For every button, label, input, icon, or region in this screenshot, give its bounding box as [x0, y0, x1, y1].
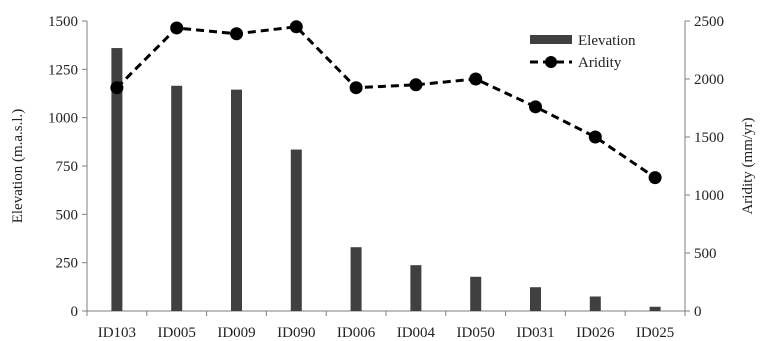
aridity-point [469, 72, 483, 86]
x-tick-label: ID050 [457, 325, 495, 341]
legend: Elevation Aridity [530, 33, 636, 71]
aridity-point [170, 21, 184, 35]
y2-tick-label: 500 [694, 246, 717, 262]
x-tick-label: ID090 [277, 325, 315, 341]
elevation-bar [290, 149, 302, 311]
legend-aridity-label: Aridity [578, 55, 622, 71]
y-tick-label: 1500 [48, 14, 78, 30]
elevation-bar [410, 265, 422, 311]
y-axis-title: Elevation (m.a.s.l.) [10, 109, 26, 224]
y2-tick-label: 2000 [694, 72, 724, 88]
legend-aridity-marker [545, 56, 557, 68]
y-tick-label: 500 [56, 207, 79, 223]
aridity-point [230, 27, 243, 41]
aridity-point [409, 78, 423, 92]
aridity-point [289, 20, 303, 34]
elevation-bars [111, 48, 661, 312]
legend-elevation-label: Elevation [578, 33, 636, 49]
y2-tick-label: 1500 [694, 130, 724, 146]
elevation-bar [470, 276, 482, 311]
y-tick-label: 250 [56, 256, 79, 272]
elevation-bar [231, 89, 242, 311]
y2-tick-label: 0 [694, 304, 702, 320]
elevation-bar [649, 306, 661, 311]
y2-tick-label: 2500 [694, 14, 724, 30]
elevation-bar [171, 85, 183, 312]
elevation-bar [111, 48, 123, 312]
y-tick-label: 1000 [48, 111, 78, 127]
aridity-point [110, 81, 124, 95]
aridity-point [349, 81, 363, 95]
aridity-point [588, 130, 602, 144]
x-tick-label: ID006 [337, 325, 376, 341]
elevation-bar [589, 296, 601, 311]
y2-axis-title: Aridity (mm/yr) [740, 117, 756, 214]
aridity-point [529, 100, 542, 114]
elevation-bar [530, 287, 541, 311]
x-tick-label: ID031 [516, 325, 554, 341]
x-tick-label: ID025 [636, 325, 674, 341]
tick-labels: 0 250 500 750 1000 1250 1500 0 500 1000 1500 2000 25… [48, 14, 724, 341]
y-tick-label: 1250 [48, 62, 78, 78]
elevation-bar [350, 247, 362, 311]
y-tick-label: 750 [56, 159, 79, 175]
legend-elevation-swatch [530, 35, 572, 44]
x-tick-label: ID026 [576, 325, 615, 341]
x-tick-label: ID005 [158, 325, 196, 341]
aridity-line [110, 20, 662, 185]
y2-tick-label: 1000 [694, 188, 724, 204]
aridity-series-line [115, 25, 656, 179]
x-tick-label: ID103 [98, 325, 136, 341]
x-tick-label: ID004 [397, 325, 436, 341]
axes [82, 20, 690, 316]
x-tick-label: ID009 [217, 325, 255, 341]
aridity-point [648, 171, 662, 185]
y-tick-label: 0 [71, 304, 79, 320]
